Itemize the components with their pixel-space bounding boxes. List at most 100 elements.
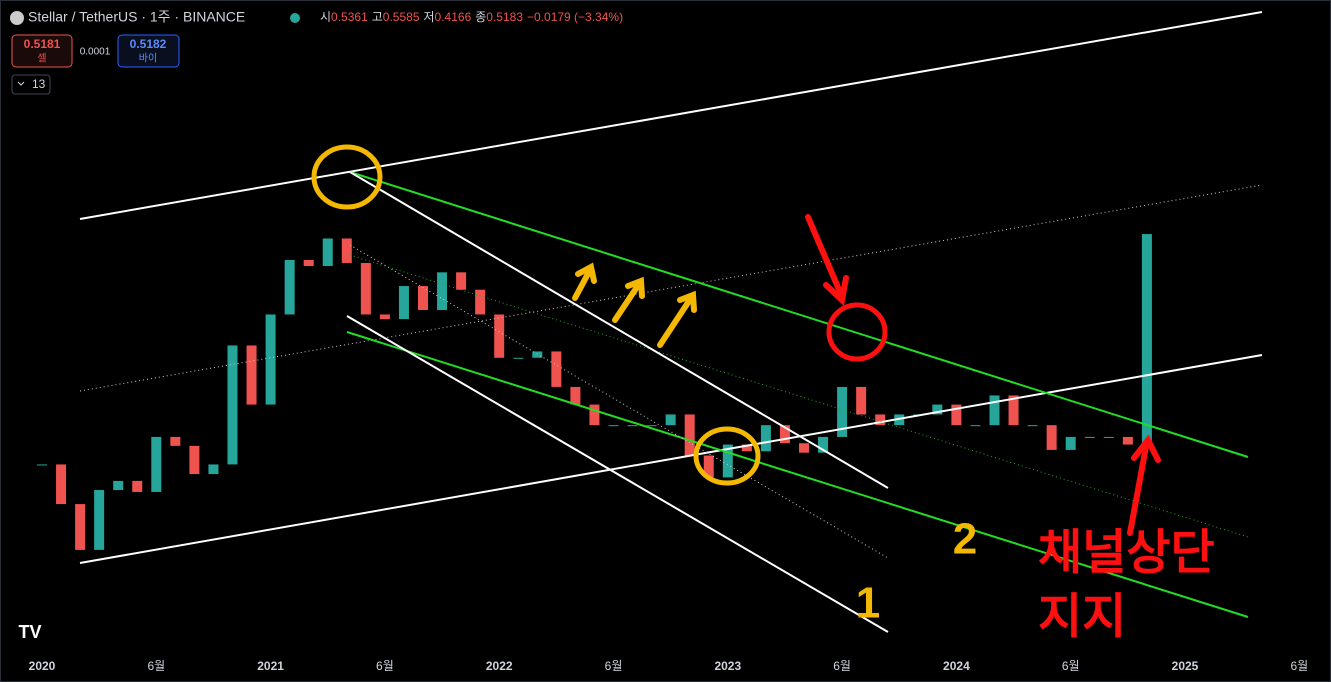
candle (265, 314, 276, 405)
x-tick-label: 6월 (1062, 659, 1080, 673)
candle (1046, 425, 1057, 450)
candle (608, 425, 619, 427)
x-tick-label: 2025 (1172, 659, 1199, 673)
sell-label: 셀 (37, 53, 46, 65)
candle (1008, 395, 1019, 426)
trend-line (346, 331, 1249, 618)
candle (837, 386, 848, 437)
candle (932, 404, 943, 415)
trend-line (346, 315, 889, 633)
chevron (17, 81, 25, 86)
x-tick-label: 2020 (29, 659, 56, 673)
sell-price: 0.5181 (24, 37, 61, 51)
candle (513, 357, 524, 359)
candles (37, 234, 1152, 550)
candle (799, 443, 809, 453)
buy-label: 바이 (139, 53, 157, 65)
candle (779, 425, 790, 444)
trend-line (349, 254, 1249, 538)
candle (494, 314, 505, 358)
x-tick-label: 6월 (376, 659, 394, 673)
x-tick-label: 6월 (605, 659, 623, 673)
candle (379, 314, 390, 320)
change: −0.0179 (−3.34%) (527, 10, 623, 24)
candle (951, 404, 962, 426)
ohlc-value: 0.5361 (331, 10, 368, 24)
candle (303, 259, 314, 267)
candle (189, 445, 200, 475)
ohlc-value: 0.5585 (383, 10, 420, 24)
x-tick-label: 2024 (943, 659, 970, 673)
ohlc-value: 0.4166 (435, 10, 472, 24)
candle (360, 262, 371, 315)
candle (722, 444, 733, 478)
candle (284, 259, 295, 315)
candle (1084, 436, 1095, 438)
candle (703, 455, 714, 478)
trend-line (349, 171, 889, 489)
highlight-circle (311, 144, 383, 210)
candle (132, 480, 143, 492)
x-tick-label: 6월 (147, 659, 165, 673)
x-tick-label: 6월 (833, 659, 851, 673)
highlight-circle (693, 426, 761, 486)
x-tick-label: 2022 (486, 659, 513, 673)
trend-line (79, 11, 1263, 220)
candle (646, 425, 657, 427)
ohlc: 시0.5361 고0.5585 저0.4166 종0.5183 −0.0179 (−3.… (320, 10, 623, 24)
candle (1103, 436, 1114, 438)
annotation: 채널상단 (1038, 527, 1215, 580)
ohlc-values: 시0.5361 고0.5585 저0.4166 종0.5183 −0.0179 (−3.… (320, 10, 623, 24)
buy-price: 0.5182 (130, 37, 167, 51)
candle (170, 436, 181, 446)
sell-button[interactable] (11, 34, 73, 68)
candle (475, 289, 486, 315)
candle (684, 414, 695, 456)
trend-line (349, 244, 889, 559)
candle (94, 490, 105, 550)
candle (456, 272, 467, 290)
candle (418, 286, 428, 310)
candle (741, 444, 752, 452)
x-tick-label: 6월 (1290, 659, 1308, 673)
symbol[interactable]: Stellar / TetherUS · 1주 · BINANCE (28, 9, 245, 25)
x-tick-label: 2021 (257, 659, 284, 673)
trend-line (79, 354, 1263, 564)
candle (208, 464, 219, 475)
red-arrows (805, 214, 1161, 536)
candle (75, 504, 86, 550)
symbol-icon (10, 11, 24, 25)
candle (875, 414, 886, 426)
candle (1065, 436, 1076, 450)
candle (56, 464, 67, 505)
candle (1027, 425, 1038, 427)
x-tick-label: 2023 (714, 659, 741, 673)
candle (322, 238, 333, 267)
status-dot (290, 13, 300, 23)
annotation: 지지 (1038, 591, 1126, 644)
candle (37, 464, 47, 466)
trend-line (349, 171, 1249, 458)
indicator-count: 13 (32, 77, 46, 91)
buy-button[interactable] (117, 34, 180, 68)
candle (1122, 436, 1133, 445)
candle (665, 414, 676, 426)
ohlc-label: 시 (320, 10, 331, 24)
candle (246, 345, 257, 405)
spread: 0.0001 (80, 47, 111, 58)
candle (1141, 234, 1152, 445)
candle (970, 425, 981, 427)
candle (589, 404, 600, 426)
drawings (79, 11, 1263, 633)
annotation: 2 (953, 515, 977, 564)
candle (627, 425, 638, 427)
annotation: 1 (856, 579, 880, 628)
indicator-toggle[interactable] (11, 74, 51, 95)
candle (551, 351, 562, 387)
ohlc-label: 고 (372, 10, 383, 24)
candle (341, 238, 352, 263)
candle (532, 351, 543, 358)
logo: TV (18, 622, 41, 642)
